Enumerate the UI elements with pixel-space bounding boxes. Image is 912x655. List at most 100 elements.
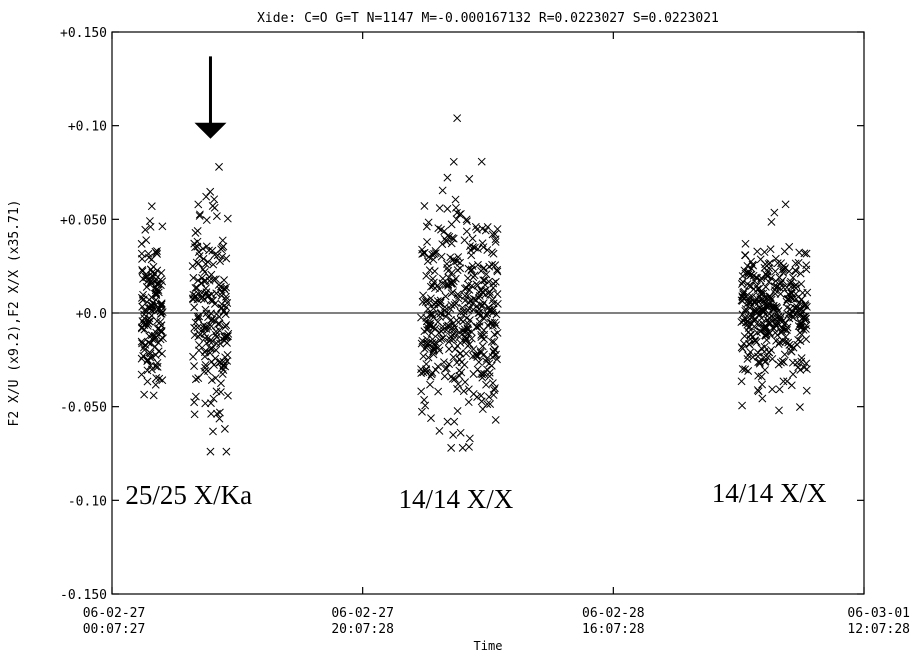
data-point	[469, 243, 477, 252]
data-point	[222, 254, 231, 263]
data-point	[194, 200, 203, 209]
data-point	[154, 286, 163, 295]
y-tick-label: +0.0	[76, 307, 107, 322]
data-point	[782, 326, 791, 334]
data-point	[205, 337, 214, 346]
data-point	[757, 289, 766, 298]
data-point	[419, 352, 428, 361]
data-point	[142, 283, 151, 291]
data-point	[785, 267, 794, 276]
data-point	[739, 290, 748, 299]
data-point	[435, 204, 444, 213]
data-point	[445, 345, 453, 353]
data-point	[737, 343, 746, 352]
data-point	[744, 351, 753, 360]
data-point	[794, 363, 803, 372]
data-point	[489, 391, 498, 399]
data-point	[449, 255, 458, 264]
data-point	[741, 239, 750, 248]
data-point	[478, 239, 487, 248]
data-point	[762, 324, 771, 333]
data-point	[428, 274, 437, 283]
data-point	[442, 364, 451, 373]
data-point	[759, 306, 768, 315]
data-point	[738, 365, 747, 373]
data-point	[215, 326, 224, 335]
data-point	[137, 239, 146, 248]
data-point	[420, 248, 429, 257]
data-point	[153, 266, 162, 275]
data-point	[137, 323, 146, 332]
data-point	[802, 302, 811, 311]
data-point	[737, 296, 746, 305]
data-point	[474, 287, 483, 296]
data-point	[788, 358, 797, 367]
data-point	[477, 391, 486, 400]
data-point	[757, 372, 766, 381]
data-point	[190, 410, 199, 419]
data-point	[801, 312, 810, 321]
data-point	[478, 373, 487, 382]
data-point	[461, 334, 470, 343]
data-point	[737, 280, 746, 288]
data-point	[441, 292, 450, 301]
data-point	[482, 311, 491, 320]
data-point	[193, 312, 202, 321]
data-point	[210, 316, 219, 325]
data-point	[148, 353, 157, 361]
data-point	[779, 337, 788, 346]
data-point	[434, 343, 443, 352]
data-point	[768, 385, 777, 394]
data-point	[420, 202, 429, 210]
data-point	[158, 222, 167, 231]
data-point	[157, 327, 166, 335]
data-point	[154, 338, 163, 347]
data-point	[146, 222, 155, 231]
arrow-annotation	[194, 56, 227, 139]
data-point	[138, 267, 147, 276]
data-point	[475, 305, 483, 314]
data-point	[145, 314, 154, 323]
data-point	[478, 342, 487, 351]
data-point	[204, 322, 213, 331]
data-point	[780, 265, 789, 274]
data-point	[447, 301, 456, 309]
data-point	[482, 380, 491, 389]
x-axis: 06-02-2700:07:2706-02-2720:07:2806-02-28…	[83, 32, 910, 637]
data-point	[140, 390, 149, 399]
data-point	[448, 288, 457, 297]
data-point	[491, 261, 500, 270]
data-point	[485, 305, 494, 314]
data-point	[192, 258, 201, 267]
data-point	[146, 339, 155, 348]
y-tick-label: +0.10	[68, 120, 107, 135]
data-point	[422, 222, 431, 231]
data-point	[193, 242, 202, 251]
data-point	[787, 310, 796, 319]
data-point	[492, 350, 501, 359]
data-point	[195, 330, 204, 339]
data-point	[750, 322, 759, 331]
data-point	[157, 269, 166, 277]
data-point	[778, 276, 787, 285]
data-point	[417, 387, 426, 396]
data-point	[195, 211, 204, 220]
data-point	[217, 379, 225, 388]
data-point	[138, 293, 146, 302]
data-point	[151, 277, 160, 286]
data-point	[206, 399, 215, 408]
data-point	[143, 377, 152, 386]
data-point	[771, 267, 780, 276]
x-tick-label: 06-02-27	[331, 606, 394, 621]
data-point	[462, 284, 471, 292]
data-point	[758, 394, 767, 403]
data-point	[469, 273, 478, 282]
data-point	[785, 242, 794, 251]
data-point	[215, 414, 224, 423]
data-point	[215, 319, 224, 328]
data-point	[440, 227, 449, 236]
data-point	[422, 271, 431, 280]
data-point	[796, 322, 805, 331]
data-point	[759, 308, 768, 317]
data-point	[441, 364, 450, 373]
